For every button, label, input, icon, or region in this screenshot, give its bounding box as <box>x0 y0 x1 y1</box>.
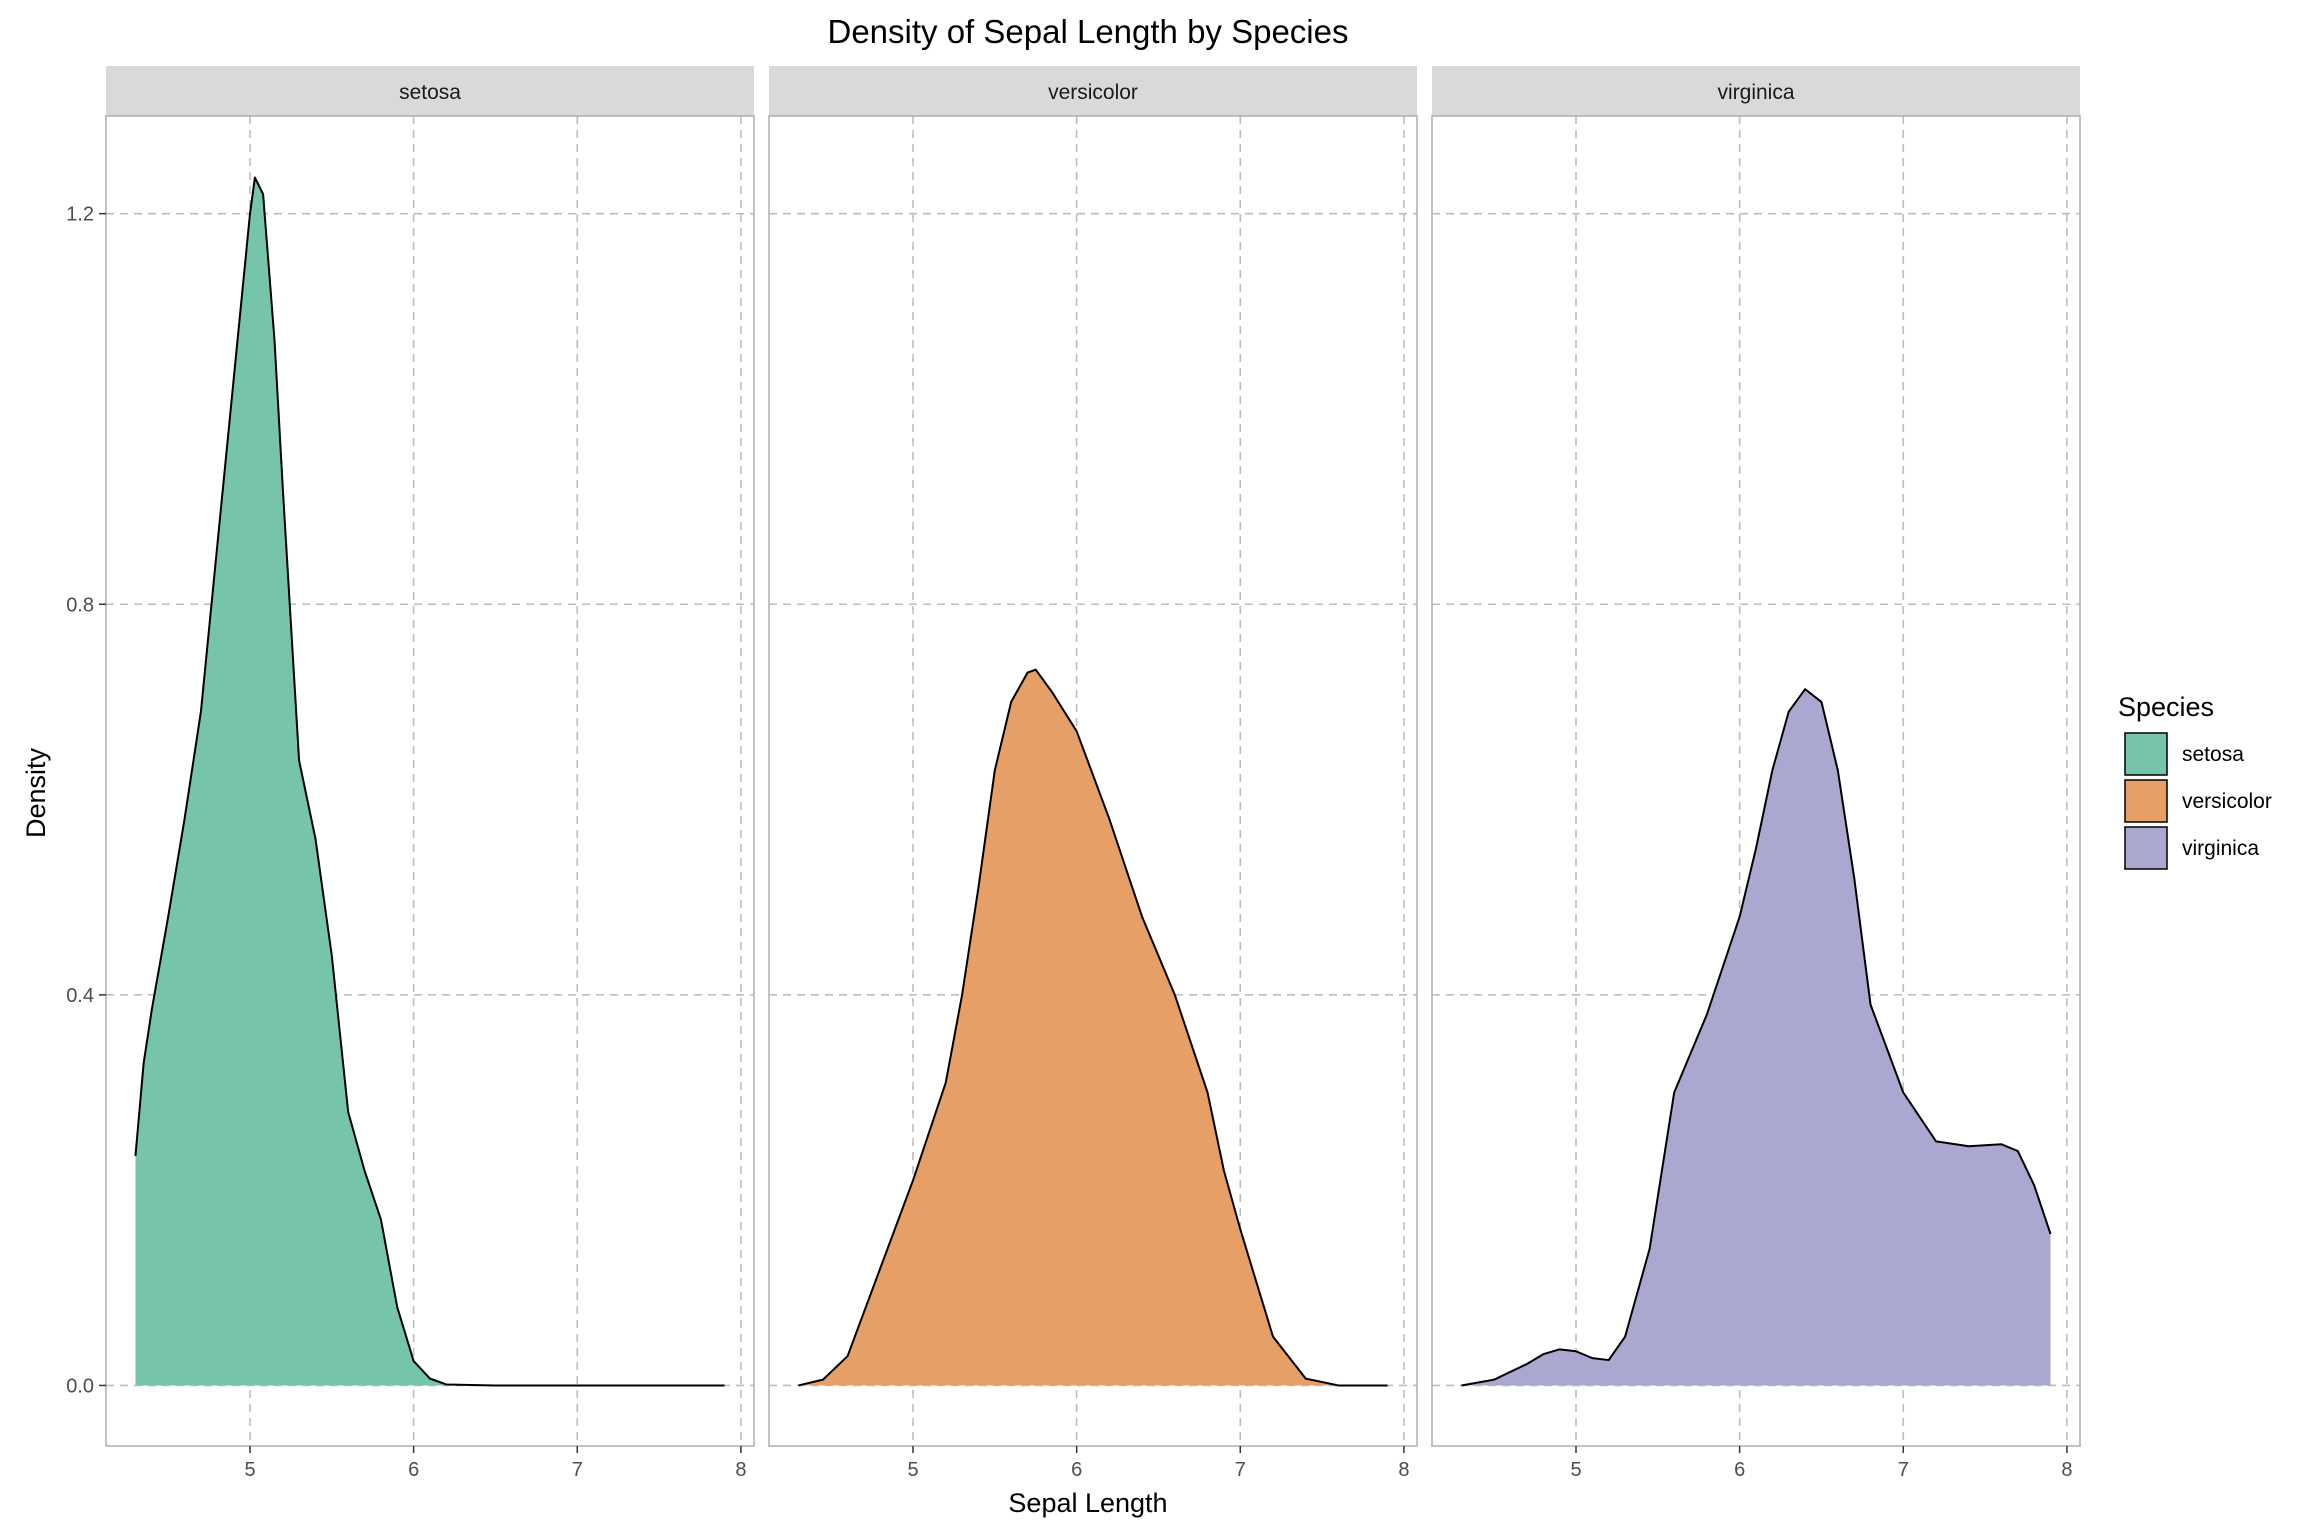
legend-key-virginica <box>2124 826 2168 870</box>
density-line-virginica <box>1461 688 2052 1387</box>
strip-setosa <box>106 66 754 116</box>
strip-label-setosa: setosa <box>399 81 461 104</box>
strip-versicolor <box>769 66 1417 116</box>
density-area-virginica <box>1461 689 2051 1386</box>
density-area-setosa <box>135 177 725 1386</box>
legend-label-versicolor: versicolor <box>2182 790 2272 813</box>
strip-label-virginica: virginica <box>1717 81 1794 104</box>
x-tick-label: 5 <box>244 1459 255 1481</box>
x-tick-label: 8 <box>735 1459 746 1481</box>
panel-virginica: virginica 5 6 7 8 <box>1431 66 2081 1481</box>
panel-border-setosa <box>105 115 755 1447</box>
y-tick-label: 0.4 <box>66 985 94 1007</box>
density-line-setosa <box>134 176 725 1387</box>
x-tick-label: 6 <box>1734 1459 1745 1481</box>
legend-label-setosa: setosa <box>2182 743 2244 766</box>
legend-title: Species <box>2118 692 2214 722</box>
x-tick-label: 7 <box>1235 1459 1246 1481</box>
legend-label-virginica: virginica <box>2182 837 2259 860</box>
x-tick-label: 5 <box>1570 1459 1581 1481</box>
panel-versicolor: versicolor 5 6 7 8 <box>768 66 1418 1481</box>
x-tick-label: 7 <box>572 1459 583 1481</box>
y-tick-label: 0.0 <box>66 1375 94 1397</box>
panel-border-versicolor <box>768 115 1418 1447</box>
density-line-versicolor <box>798 668 1388 1387</box>
panel-border-virginica <box>1431 115 2081 1447</box>
x-tick-label: 8 <box>2061 1459 2072 1481</box>
x-tick-label: 6 <box>1071 1459 1082 1481</box>
y-tick-label: 1.2 <box>66 204 94 226</box>
x-tick-label: 7 <box>1898 1459 1909 1481</box>
legend-key-versicolor <box>2124 779 2168 823</box>
y-tick-label: 0.8 <box>66 594 94 616</box>
x-tick-label: 6 <box>408 1459 419 1481</box>
strip-virginica <box>1432 66 2080 116</box>
density-area-versicolor <box>798 669 1388 1386</box>
x-tick-label: 8 <box>1398 1459 1409 1481</box>
y-axis-title: Density <box>21 747 51 838</box>
x-tick-label: 5 <box>907 1459 918 1481</box>
x-axis-title: Sepal Length <box>1008 1488 1167 1518</box>
panel-setosa: setosa 5 6 7 8 0.0 0.4 0.8 1.2 <box>66 66 755 1481</box>
legend: Species setosa versicolor virginica <box>2118 692 2272 870</box>
legend-key-setosa <box>2124 732 2168 776</box>
chart-title: Density of Sepal Length by Species <box>828 13 1349 50</box>
strip-label-versicolor: versicolor <box>1048 81 1138 104</box>
